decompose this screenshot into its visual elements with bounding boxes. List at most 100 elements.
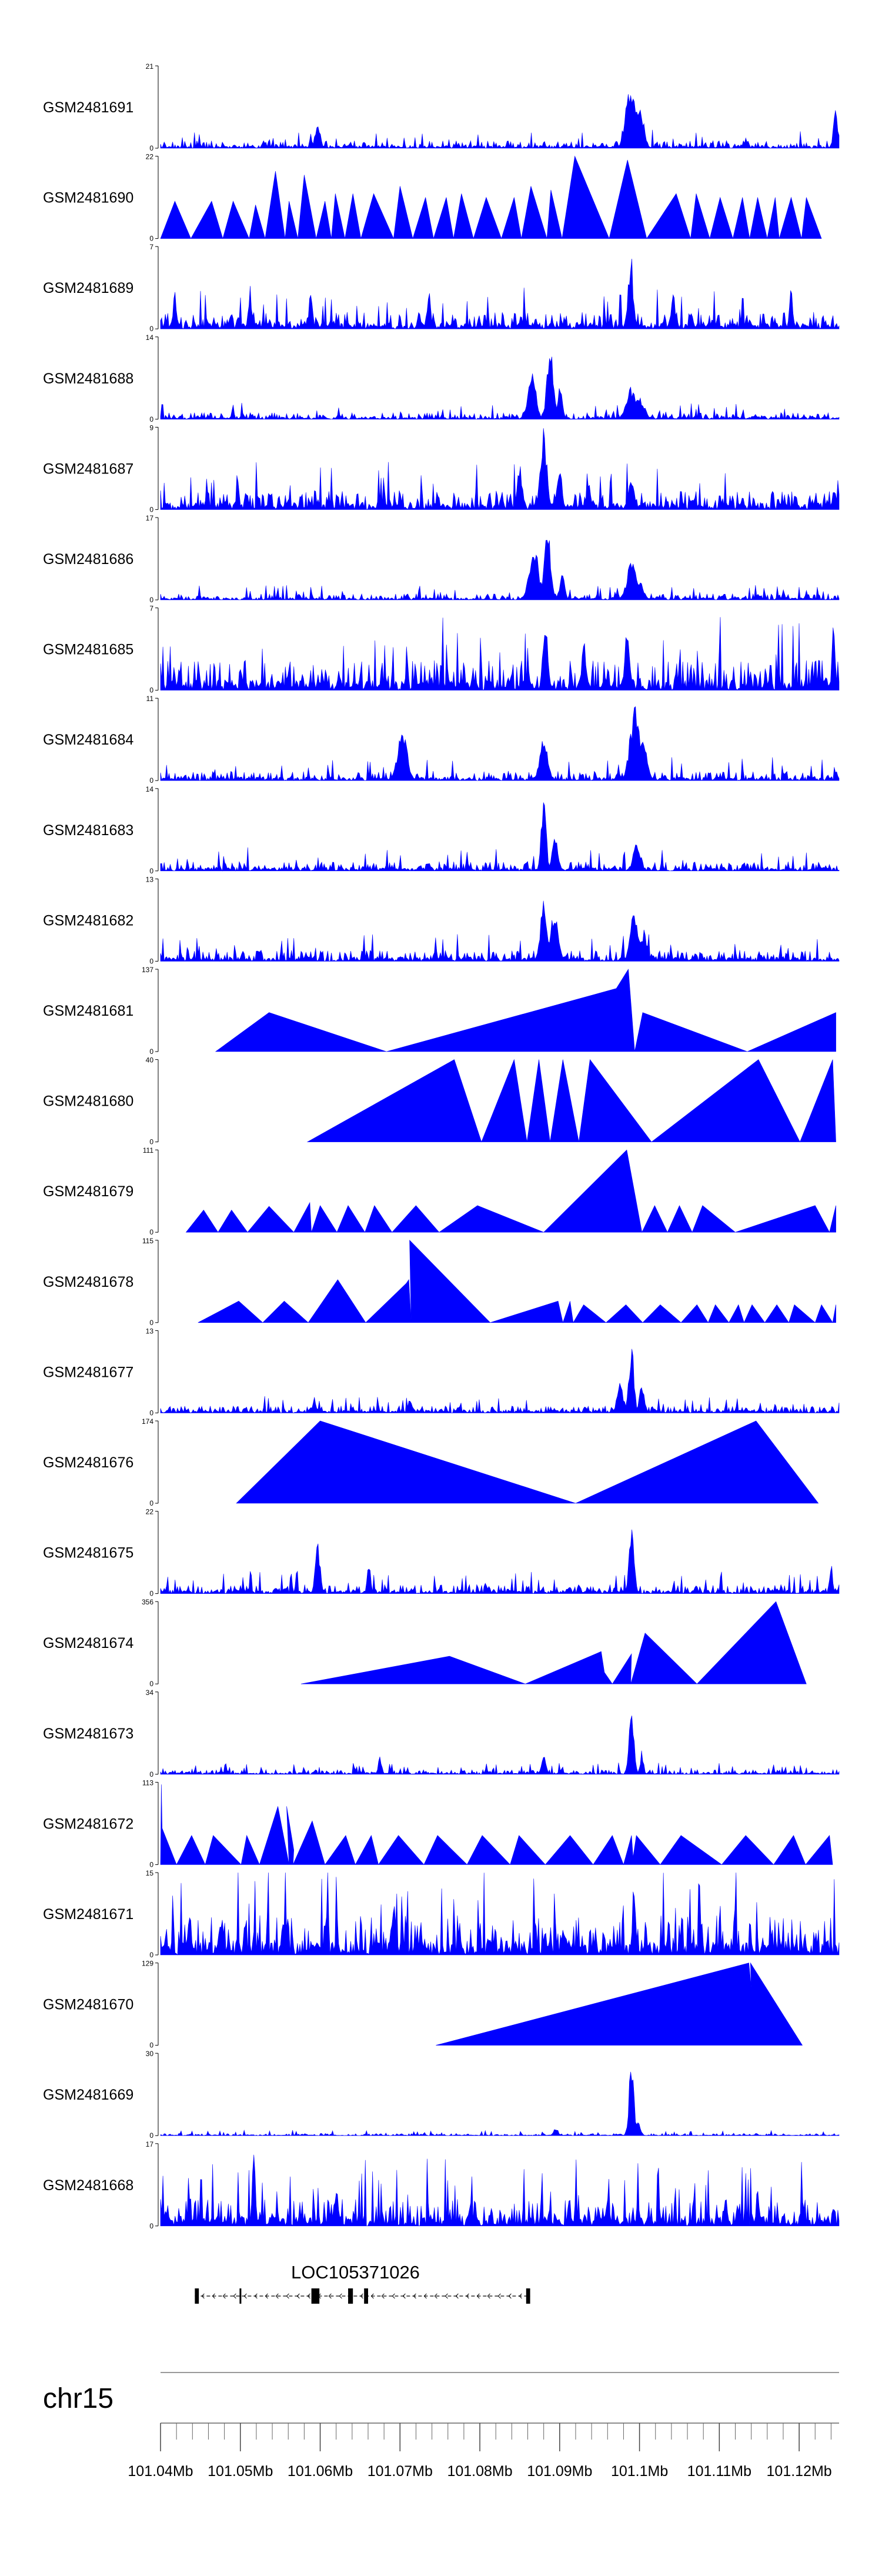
track-label: GSM2481680	[43, 1093, 133, 1110]
track-label: GSM2481677	[43, 1364, 133, 1380]
axis-tick-label: 101.07Mb	[368, 2463, 433, 2480]
track-GSM2481683: GSM2481683 14 0	[43, 785, 840, 875]
strand-arrow	[455, 2293, 459, 2299]
track-GSM2481668: GSM2481668 17 0	[43, 2140, 840, 2230]
track-label: GSM2481671	[43, 1906, 133, 1923]
strand-arrow	[360, 2293, 363, 2299]
track-label: GSM2481688	[43, 371, 133, 387]
y-max-label: 17	[146, 2140, 154, 2148]
strand-arrow	[476, 2293, 480, 2299]
coverage-area	[160, 802, 840, 872]
gene-annotation-track: LOC105371026	[195, 2262, 530, 2304]
track-label: GSM2481676	[43, 1454, 133, 1471]
genome-axis: chr15 101.04Mb 101.05Mb 101.06Mb 101.07Mb 10…	[43, 2372, 839, 2480]
y-min-label: 0	[149, 1590, 153, 1598]
track-GSM2481678: GSM2481678 115 0	[43, 1237, 836, 1327]
track-GSM2481679: GSM2481679 111 0	[43, 1146, 836, 1236]
track-label: GSM2481674	[43, 1635, 133, 1651]
y-min-label: 0	[149, 2222, 153, 2230]
gene-exon	[526, 2288, 530, 2304]
strand-arrow	[445, 2293, 448, 2299]
y-min-label: 0	[149, 1228, 153, 1236]
strand-arrow	[434, 2293, 437, 2299]
track-label: GSM2481682	[43, 912, 133, 929]
y-max-label: 137	[142, 966, 153, 974]
axis-tick-label: 101.08Mb	[447, 2463, 512, 2480]
track-GSM2481670: GSM2481670 129 0	[43, 1960, 803, 2050]
track-label: GSM2481685	[43, 642, 133, 658]
y-min-label: 0	[149, 1680, 153, 1688]
track-label: GSM2481687	[43, 461, 133, 477]
y-min-label: 0	[149, 1951, 153, 1959]
y-max-label: 9	[149, 423, 153, 432]
y-max-label: 7	[149, 243, 153, 251]
y-max-label: 21	[146, 62, 154, 71]
strand-arrow	[370, 2293, 374, 2299]
y-min-label: 0	[149, 1138, 153, 1146]
track-GSM2481688: GSM2481688 14 0	[43, 333, 840, 423]
track-label: GSM2481670	[43, 1997, 133, 2013]
y-max-label: 7	[149, 605, 153, 613]
track-GSM2481680: GSM2481680 40 0	[43, 1056, 836, 1146]
track-GSM2481685: GSM2481685 7 0	[43, 605, 840, 695]
strand-arrow	[487, 2293, 490, 2299]
strand-arrow	[233, 2293, 236, 2299]
y-max-label: 11	[146, 695, 154, 703]
strand-arrow	[201, 2293, 205, 2299]
y-min-label: 0	[149, 1047, 153, 1056]
track-GSM2481672: GSM2481672 113 0	[43, 1778, 833, 1868]
strand-arrow	[392, 2293, 395, 2299]
coverage-area	[160, 94, 840, 149]
coverage-area	[160, 1716, 840, 1775]
track-GSM2481669: GSM2481669 30 0	[43, 2050, 840, 2140]
track-label: GSM2481691	[43, 99, 133, 116]
gene-exon	[311, 2288, 320, 2304]
track-GSM2481691: GSM2481691 21 0	[43, 62, 840, 152]
gene-name-label: LOC105371026	[291, 2262, 420, 2283]
axis-tick-label: 101.06Mb	[288, 2463, 353, 2480]
strand-arrow	[339, 2293, 342, 2299]
strand-arrow	[402, 2293, 406, 2299]
strand-arrow	[222, 2293, 226, 2299]
track-GSM2481675: GSM2481675 22 0	[43, 1508, 840, 1598]
track-GSM2481676: GSM2481676 174 0	[43, 1417, 819, 1507]
y-min-label: 0	[149, 2131, 153, 2140]
strand-arrow	[275, 2293, 279, 2299]
coverage-area	[160, 428, 840, 510]
gene-exon	[195, 2288, 199, 2304]
axis-tick-label: 101.04Mb	[128, 2463, 193, 2480]
strand-arrow	[508, 2293, 512, 2299]
axis-tick-label: 101.09Mb	[527, 2463, 592, 2480]
y-max-label: 34	[146, 1689, 154, 1697]
strand-arrow	[466, 2293, 469, 2299]
coverage-area	[160, 2071, 840, 2136]
coverage-area	[436, 1962, 803, 2046]
y-max-label: 129	[142, 1960, 153, 1968]
gene-exon	[239, 2288, 242, 2304]
y-min-label: 0	[149, 596, 153, 604]
y-max-label: 115	[142, 1237, 153, 1245]
y-min-label: 0	[149, 415, 153, 423]
y-min-label: 0	[149, 1499, 153, 1507]
track-label: GSM2481673	[43, 1726, 133, 1742]
axis-tick-label: 101.12Mb	[767, 2463, 832, 2480]
track-label: GSM2481668	[43, 2177, 133, 2194]
track-label: GSM2481683	[43, 822, 133, 839]
coverage-area	[236, 1420, 819, 1504]
track-GSM2481674: GSM2481674 356 0	[43, 1598, 807, 1688]
y-min-label: 0	[149, 957, 153, 965]
strand-arrow	[413, 2293, 416, 2299]
strand-arrow	[254, 2293, 258, 2299]
y-min-label: 0	[149, 1409, 153, 1417]
axis-tick-label: 101.05Mb	[208, 2463, 273, 2480]
y-max-label: 14	[146, 785, 154, 793]
strand-arrow	[286, 2293, 289, 2299]
strand-arrow	[212, 2293, 215, 2299]
coverage-area	[160, 1872, 840, 1956]
track-GSM2481684: GSM2481684 11 0	[43, 695, 840, 785]
strand-arrow	[519, 2293, 522, 2299]
coverage-area	[306, 1059, 836, 1143]
coverage-area	[160, 1784, 833, 1866]
track-label: GSM2481681	[43, 1003, 133, 1019]
